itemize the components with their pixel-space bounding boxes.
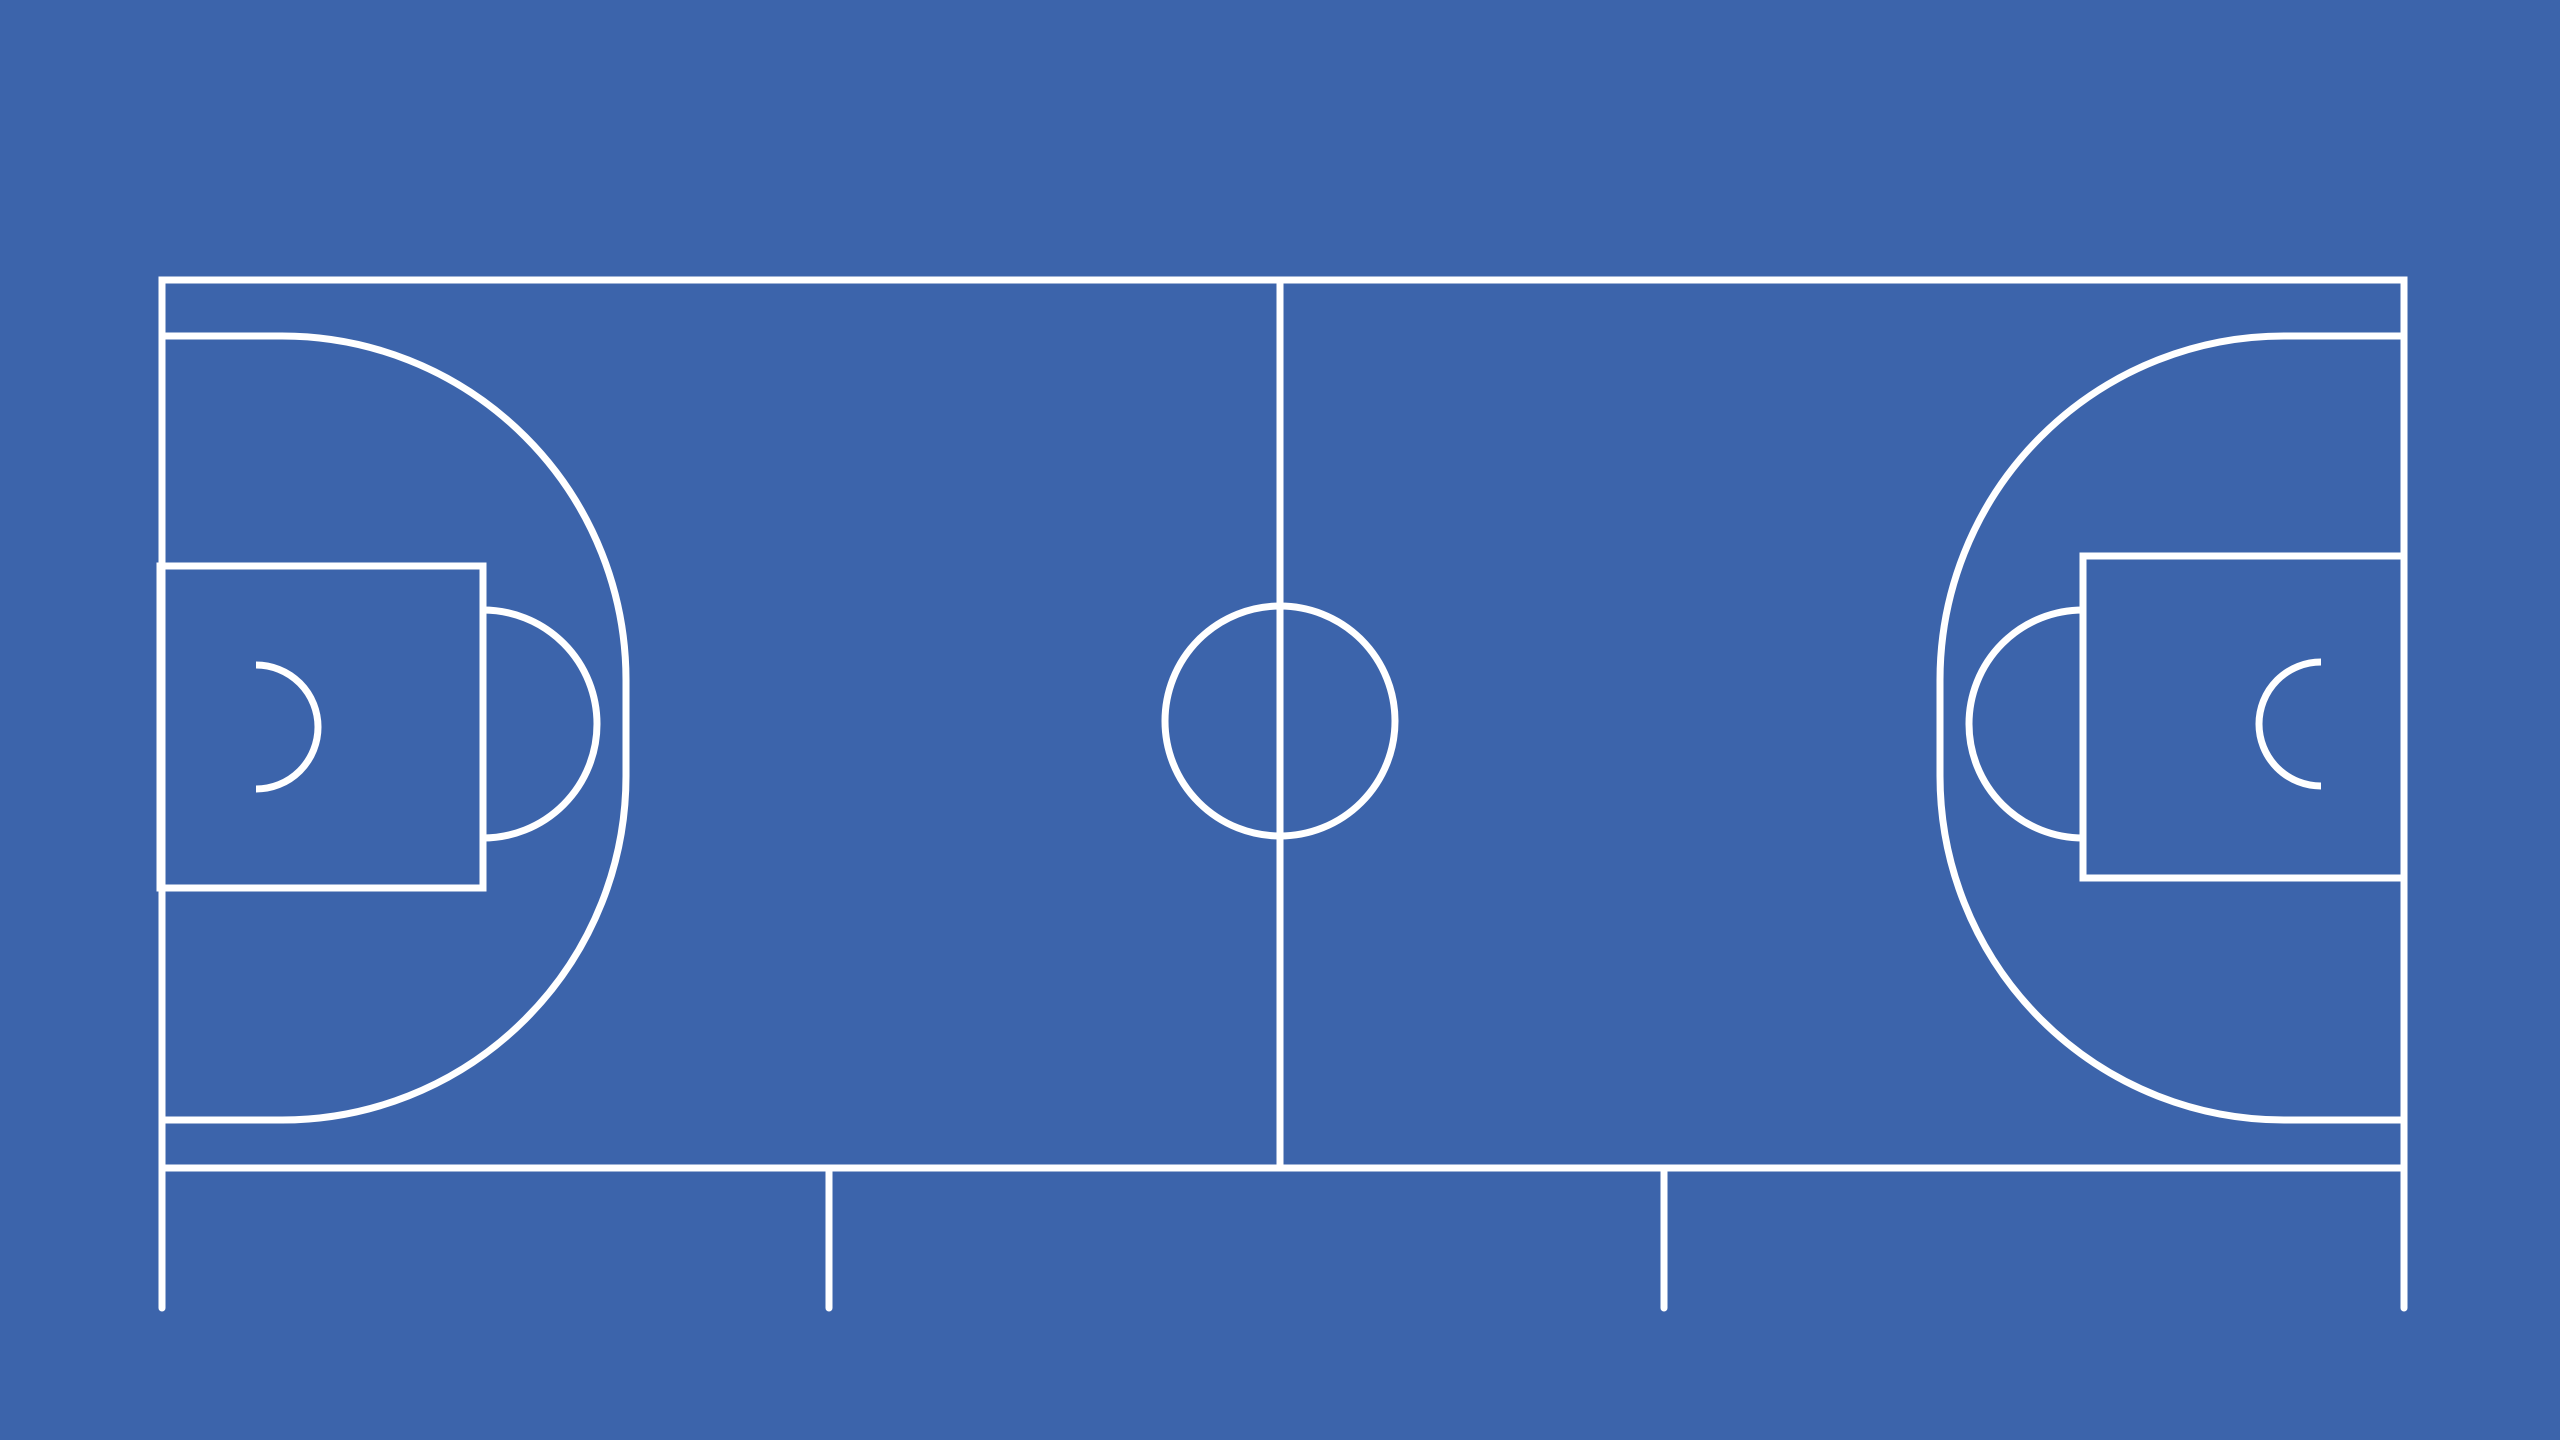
restricted-area-right [2255, 658, 2322, 790]
three-point-line-left [162, 332, 630, 1124]
center-circle [1161, 602, 1399, 840]
free-throw-circle-left [482, 606, 601, 842]
free-throw-lane-left [156, 562, 487, 892]
restricted-area-left [255, 661, 322, 793]
free-throw-lane-right [2079, 552, 2408, 882]
free-throw-circle-right [1965, 606, 2084, 842]
three-point-line-right [1936, 332, 2404, 1124]
